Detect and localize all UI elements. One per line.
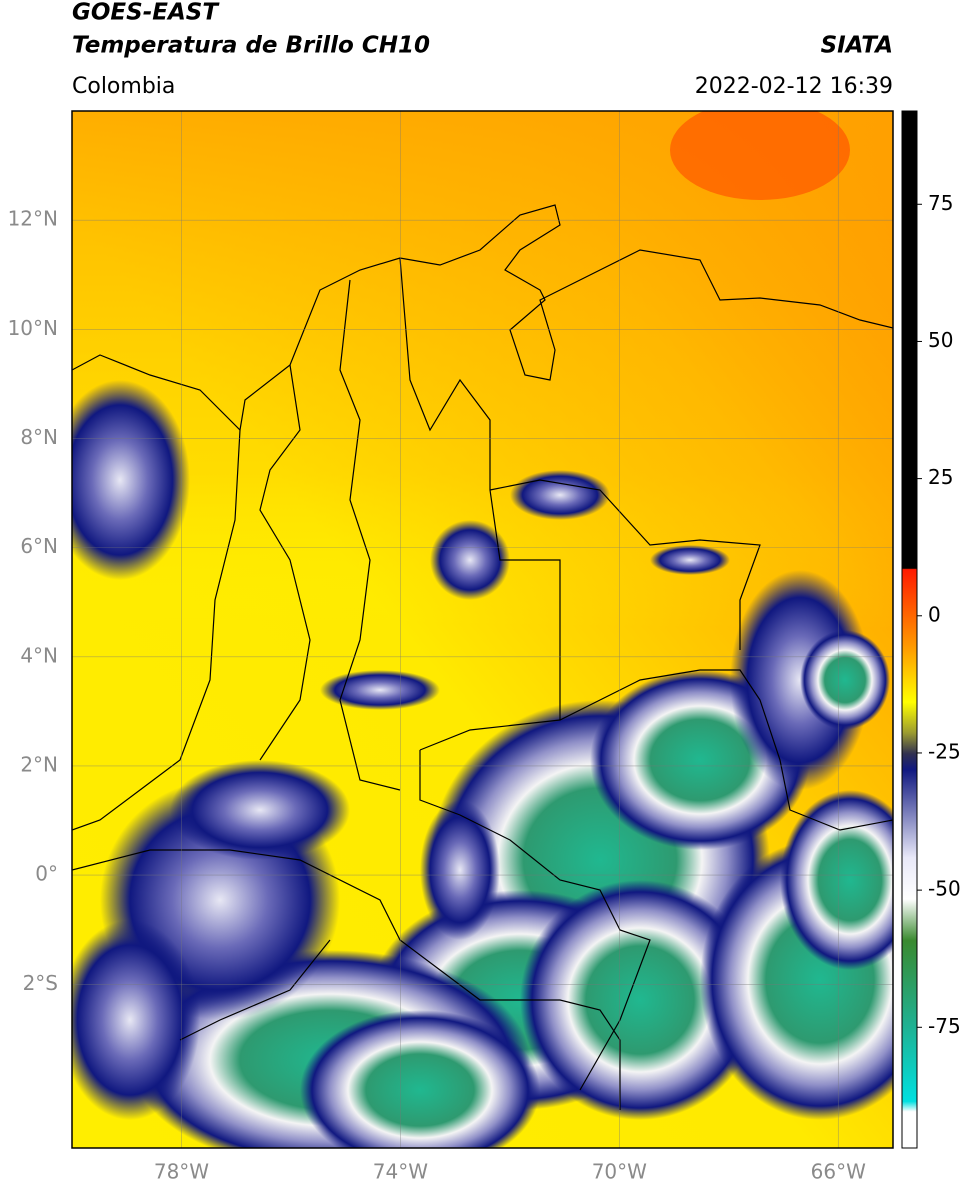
lat-tick-label: 6°N [20, 534, 58, 558]
satellite-image [72, 111, 893, 1148]
colorbar-tick-label: 50 [928, 328, 953, 352]
lat-tick-label: 8°N [20, 425, 58, 449]
lat-tick-label: 10°N [8, 316, 58, 340]
colorbar-tick-label: 0 [928, 602, 941, 626]
lat-tick-label: 2°N [20, 752, 58, 776]
colorbar [901, 110, 918, 1149]
title-line2: Temperatura de Brillo CH10 [72, 33, 430, 59]
lat-tick-label: 0° [35, 862, 58, 886]
source: SIATA [821, 33, 893, 59]
region: Colombia [72, 74, 175, 99]
title-line1: GOES-EAST [72, 0, 220, 26]
lon-tick-label: 74°W [373, 1160, 428, 1184]
colorbar-tick-label: 25 [928, 465, 953, 489]
lon-tick-label: 78°W [154, 1160, 209, 1184]
colorbar-tick-label: -50 [928, 877, 961, 901]
lon-tick-label: 66°W [811, 1160, 866, 1184]
datetime: 2022-02-12 16:39 [695, 74, 893, 99]
lat-tick-label: 12°N [8, 207, 58, 231]
lat-tick-label: 4°N [20, 643, 58, 667]
lat-tick-label: 2°S [23, 971, 58, 995]
colorbar-tick-label: 75 [928, 191, 953, 215]
colorbar-tick-label: -25 [928, 739, 961, 763]
colorbar-tick-label: -75 [928, 1014, 961, 1038]
map-frame [71, 110, 894, 1149]
lon-tick-label: 70°W [592, 1160, 647, 1184]
